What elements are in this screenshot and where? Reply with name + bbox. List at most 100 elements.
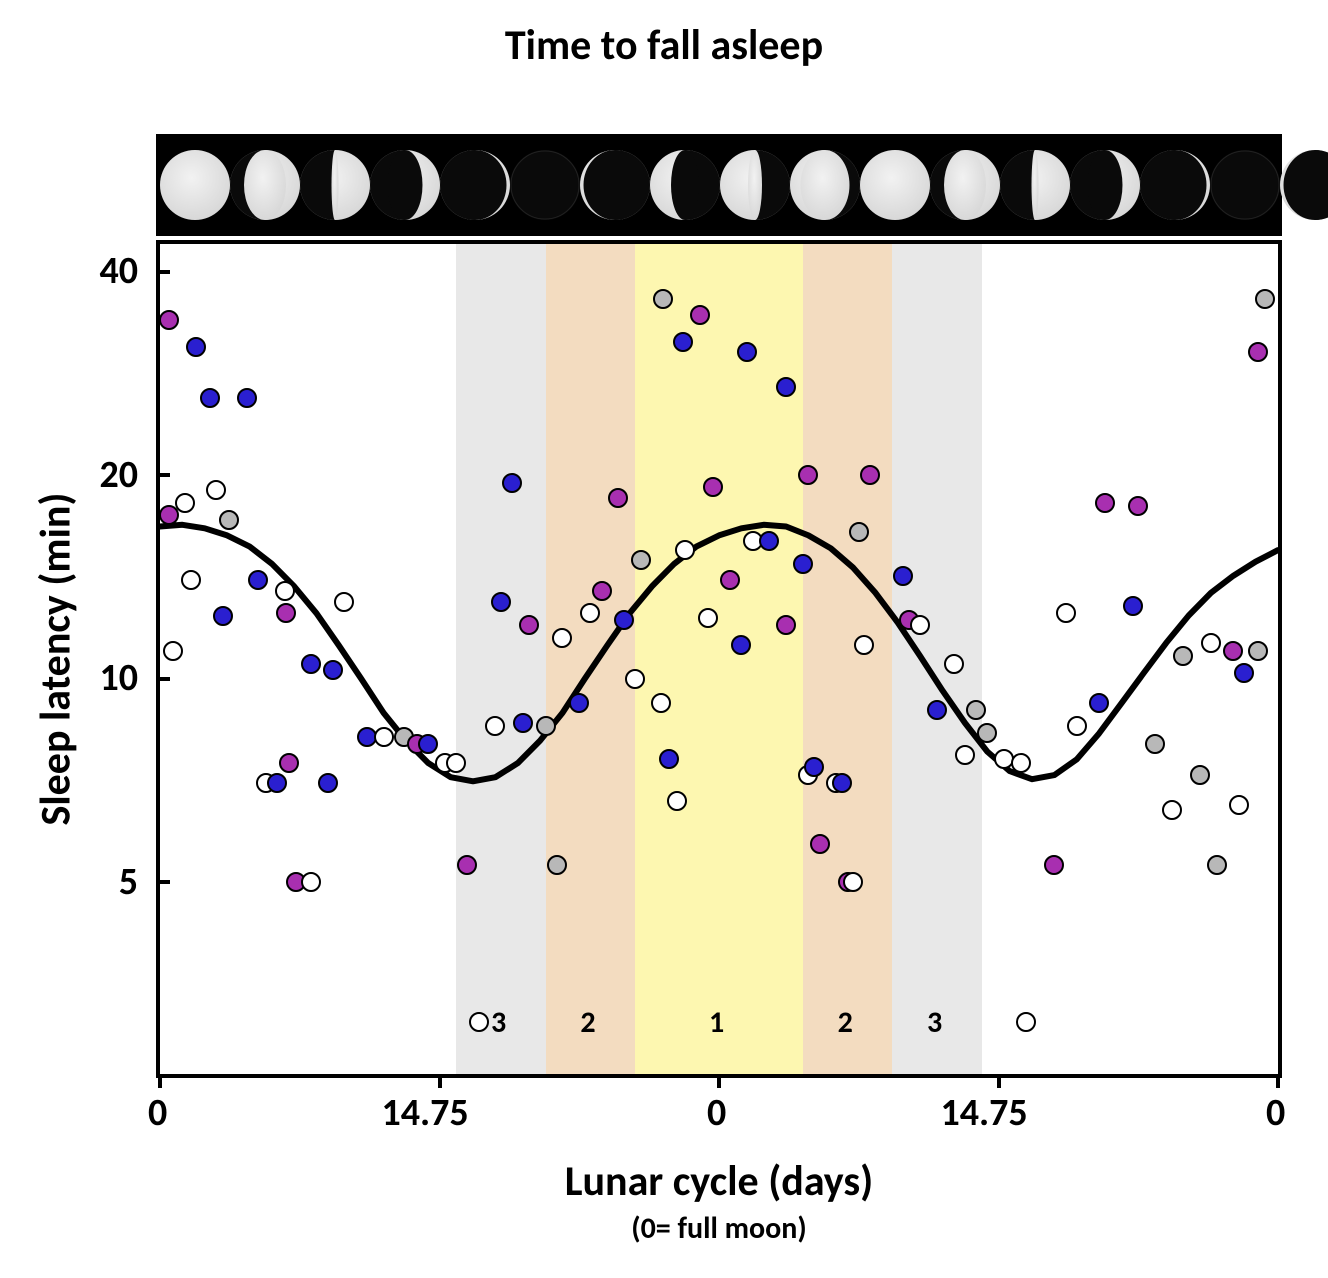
data-point bbox=[219, 510, 239, 530]
data-point bbox=[446, 753, 466, 773]
data-point bbox=[955, 745, 975, 765]
data-point bbox=[267, 773, 287, 793]
data-point bbox=[1255, 289, 1275, 309]
y-tick-label: 20 bbox=[99, 452, 138, 498]
y-tick-label: 5 bbox=[119, 859, 138, 905]
data-point bbox=[854, 635, 874, 655]
moon-phase-icon bbox=[580, 150, 650, 220]
data-point bbox=[608, 488, 628, 508]
data-point bbox=[301, 872, 321, 892]
moon-phase-strip bbox=[156, 134, 1282, 236]
y-axis-label: Sleep latency (min) bbox=[31, 240, 82, 1078]
data-point bbox=[966, 700, 986, 720]
data-point bbox=[536, 716, 556, 736]
y-tick-mark bbox=[156, 473, 170, 477]
x-tick-label: 14.75 bbox=[382, 1090, 469, 1136]
data-point bbox=[374, 727, 394, 747]
data-point bbox=[1248, 342, 1268, 362]
data-point bbox=[237, 388, 257, 408]
moon-phase-icon bbox=[650, 150, 720, 220]
moon-phase-icon bbox=[930, 150, 1000, 220]
data-point bbox=[631, 550, 651, 570]
data-point bbox=[547, 855, 567, 875]
data-point bbox=[1229, 795, 1249, 815]
data-point bbox=[186, 337, 206, 357]
plot-area: 32123 bbox=[156, 240, 1282, 1078]
moon-phase-icon bbox=[1000, 150, 1070, 220]
data-point bbox=[301, 654, 321, 674]
data-point bbox=[1248, 641, 1268, 661]
data-point bbox=[469, 1012, 489, 1032]
data-point bbox=[944, 654, 964, 674]
data-point bbox=[502, 473, 522, 493]
data-point bbox=[334, 592, 354, 612]
data-point bbox=[519, 615, 539, 635]
data-point bbox=[1190, 765, 1210, 785]
moon-phase-icon bbox=[440, 150, 510, 220]
moon-phase-icon bbox=[370, 150, 440, 220]
moon-phase-icon bbox=[160, 150, 230, 220]
data-point bbox=[580, 603, 600, 623]
x-tick-label: 14.75 bbox=[941, 1090, 1028, 1136]
data-point bbox=[614, 610, 634, 630]
moon-phase-icon bbox=[860, 150, 930, 220]
x-axis-sublabel: (0= full moon) bbox=[156, 1210, 1282, 1247]
moon-phase-icon bbox=[720, 150, 790, 220]
data-point bbox=[275, 581, 295, 601]
data-point bbox=[737, 342, 757, 362]
data-point bbox=[276, 603, 296, 623]
data-point bbox=[206, 480, 226, 500]
x-tick-label: 0 bbox=[148, 1090, 167, 1136]
x-tick-mark bbox=[717, 1074, 721, 1088]
x-tick-mark bbox=[158, 1074, 162, 1088]
x-tick-mark bbox=[438, 1074, 442, 1088]
data-point bbox=[910, 615, 930, 635]
data-point bbox=[1016, 1012, 1036, 1032]
data-point bbox=[798, 465, 818, 485]
data-point bbox=[651, 693, 671, 713]
data-point bbox=[927, 700, 947, 720]
data-point bbox=[1044, 855, 1064, 875]
data-point bbox=[491, 592, 511, 612]
moon-phase-icon bbox=[510, 150, 580, 220]
data-point bbox=[1056, 603, 1076, 623]
data-point bbox=[163, 641, 183, 661]
y-tick-mark bbox=[156, 270, 170, 274]
data-point bbox=[323, 660, 343, 680]
data-point bbox=[159, 310, 179, 330]
data-point bbox=[1162, 800, 1182, 820]
data-point bbox=[810, 834, 830, 854]
data-point bbox=[513, 713, 533, 733]
data-point bbox=[1128, 496, 1148, 516]
data-point bbox=[1089, 693, 1109, 713]
data-point bbox=[1201, 633, 1221, 653]
data-point bbox=[776, 615, 796, 635]
data-point bbox=[653, 289, 673, 309]
data-point bbox=[1095, 493, 1115, 513]
data-point bbox=[659, 749, 679, 769]
data-point bbox=[181, 570, 201, 590]
data-point bbox=[1067, 716, 1087, 736]
data-point bbox=[893, 566, 913, 586]
data-point bbox=[804, 757, 824, 777]
fit-curve bbox=[160, 244, 1278, 1074]
data-point bbox=[1173, 646, 1193, 666]
data-point bbox=[703, 477, 723, 497]
data-point bbox=[860, 465, 880, 485]
x-tick-label: 0 bbox=[1266, 1090, 1285, 1136]
data-point bbox=[279, 753, 299, 773]
data-point bbox=[175, 493, 195, 513]
data-point bbox=[457, 855, 477, 875]
data-point bbox=[569, 693, 589, 713]
moon-phase-icon bbox=[1280, 150, 1328, 220]
data-point bbox=[248, 570, 268, 590]
data-point bbox=[200, 388, 220, 408]
y-tick-label: 40 bbox=[99, 248, 138, 294]
moon-phase-icon bbox=[1210, 150, 1280, 220]
data-point bbox=[849, 522, 869, 542]
moon-phase-icon bbox=[1140, 150, 1210, 220]
x-tick-label: 0 bbox=[707, 1090, 726, 1136]
data-point bbox=[1011, 753, 1031, 773]
data-point bbox=[776, 377, 796, 397]
data-point bbox=[592, 581, 612, 601]
